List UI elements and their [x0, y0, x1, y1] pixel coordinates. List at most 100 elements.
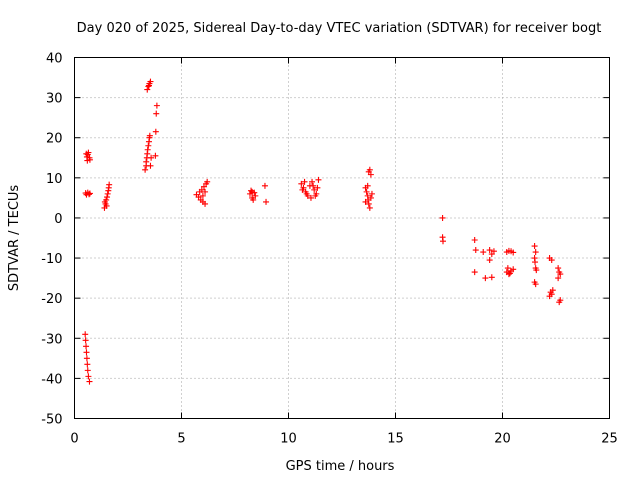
data-point	[143, 158, 150, 165]
y-tick-label: -40	[41, 372, 62, 387]
data-point	[152, 152, 159, 159]
data-point	[366, 166, 373, 173]
data-point	[315, 176, 322, 183]
y-tick-label: -10	[41, 252, 62, 267]
data-point	[86, 156, 93, 163]
x-tick-label: 20	[494, 432, 511, 447]
data-point	[101, 198, 108, 205]
data-point	[103, 202, 110, 209]
x-tick-label: 0	[70, 432, 78, 447]
data-point	[142, 166, 149, 173]
data-point	[488, 274, 495, 281]
data-point	[152, 128, 159, 135]
data-point	[312, 192, 319, 199]
data-point	[504, 265, 511, 272]
data-point	[248, 187, 255, 194]
data-point	[471, 237, 478, 244]
data-point	[532, 249, 539, 256]
data-point	[486, 257, 493, 264]
x-axis-label: GPS time / hours	[286, 459, 395, 474]
data-point	[480, 249, 487, 256]
data-point	[202, 188, 209, 195]
data-point	[482, 275, 489, 282]
y-tick-label: -30	[41, 332, 62, 347]
data-point	[299, 186, 306, 193]
data-point	[204, 178, 211, 185]
data-point	[198, 186, 205, 193]
data-point	[531, 243, 538, 250]
data-point	[364, 182, 371, 189]
data-point	[86, 190, 93, 197]
data-point	[555, 265, 562, 272]
data-point	[532, 281, 539, 288]
plot-frame	[74, 57, 610, 419]
data-point	[486, 247, 493, 254]
grid	[74, 57, 610, 419]
data-point	[510, 249, 517, 256]
chart-title: Day 020 of 2025, Sidereal Day-to-day VTE…	[77, 21, 602, 36]
x-tick-label: 10	[280, 432, 297, 447]
axis-ticks: 0 5 10 15 20 25 -50 -40 -30 -20 -10 0 10 20 30 40	[41, 52, 618, 447]
y-tick-label: 30	[46, 92, 63, 107]
y-axis-label: SDTVAR / TECUs	[7, 185, 22, 292]
data-point	[303, 190, 310, 197]
data-point	[199, 192, 206, 199]
data-point	[82, 337, 89, 344]
data-point	[147, 162, 154, 169]
data-point	[82, 331, 89, 338]
data-point	[472, 247, 479, 254]
data-point	[84, 361, 91, 368]
data-point	[144, 146, 151, 153]
y-tick-label: 0	[54, 212, 62, 227]
data-point	[84, 367, 91, 374]
data-point	[145, 82, 152, 89]
data-point	[314, 184, 321, 191]
data-point	[153, 110, 160, 117]
data-point	[505, 271, 512, 278]
data-point	[106, 181, 113, 188]
x-tick-label: 25	[601, 432, 618, 447]
data-point	[147, 78, 154, 85]
data-point	[250, 196, 257, 203]
data-point	[368, 190, 375, 197]
data-point	[144, 86, 151, 93]
data-point	[145, 142, 152, 149]
data-point	[440, 238, 447, 245]
data-points	[82, 78, 564, 385]
data-point	[367, 194, 374, 201]
data-point	[532, 259, 539, 266]
data-point	[148, 154, 155, 161]
data-point	[506, 270, 513, 277]
data-point	[367, 171, 374, 178]
data-point	[366, 204, 373, 211]
y-tick-label: -20	[41, 292, 62, 307]
data-point	[546, 293, 553, 300]
y-tick-label: -50	[41, 413, 62, 428]
data-point	[510, 266, 517, 273]
data-point	[85, 373, 92, 380]
data-point	[309, 178, 316, 185]
data-point	[301, 178, 308, 185]
y-tick-label: 40	[46, 52, 63, 67]
data-point	[104, 190, 111, 197]
data-point	[104, 194, 111, 201]
data-point	[557, 271, 564, 278]
data-point	[145, 83, 152, 90]
y-tick-label: 10	[46, 172, 63, 187]
data-point	[252, 192, 259, 199]
data-point	[555, 275, 562, 282]
data-point	[548, 257, 555, 264]
data-point	[146, 132, 153, 139]
data-point	[311, 186, 318, 193]
data-point	[549, 287, 556, 294]
data-point	[83, 343, 90, 350]
data-point	[85, 149, 92, 156]
x-tick-label: 15	[387, 432, 404, 447]
y-tick-label: 20	[46, 132, 63, 147]
data-point	[533, 267, 540, 274]
data-point	[86, 378, 93, 385]
x-tick-label: 5	[177, 432, 185, 447]
data-point	[556, 299, 563, 306]
data-point	[249, 188, 256, 195]
